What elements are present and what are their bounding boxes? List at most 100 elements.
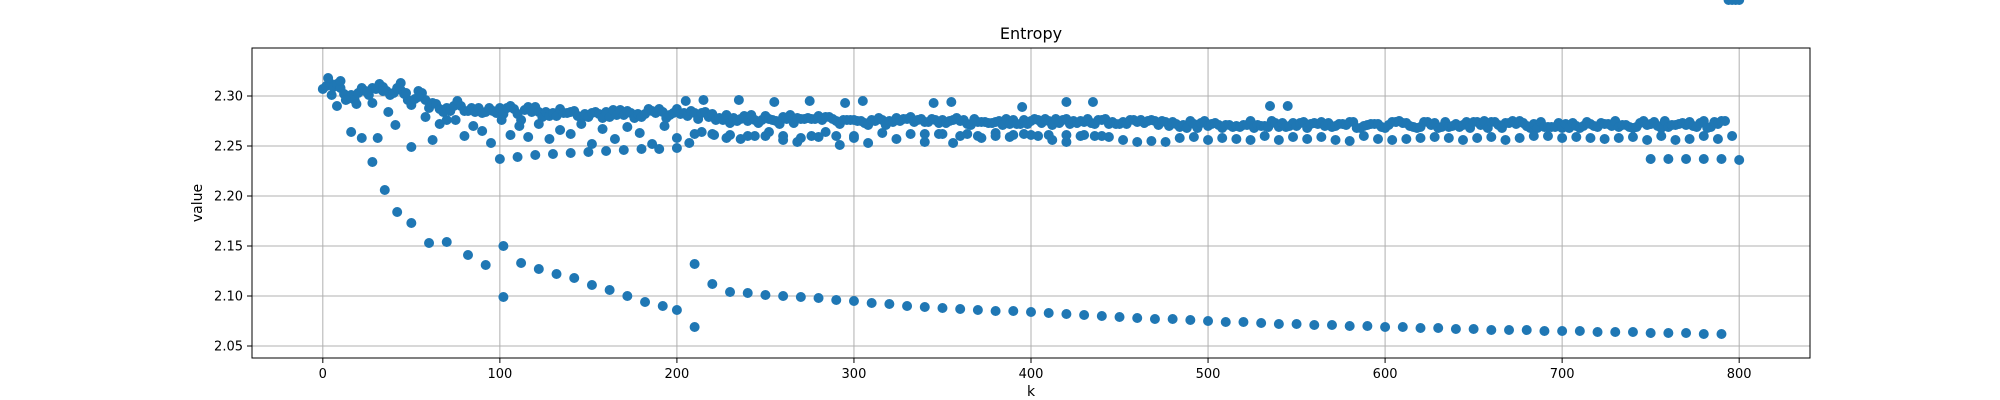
- data-point: [597, 124, 608, 134]
- data-point: [707, 129, 718, 139]
- data-point: [477, 126, 488, 136]
- data-point: [948, 138, 959, 148]
- y-tick-label: 2.15: [214, 240, 243, 255]
- data-point: [684, 138, 695, 148]
- x-tick-label: 400: [1019, 367, 1044, 382]
- data-point: [547, 149, 558, 159]
- data-point: [340, 95, 351, 105]
- x-tick-label: 500: [1196, 367, 1221, 382]
- data-point: [742, 288, 753, 298]
- y-tick-label: 2.20: [214, 190, 243, 205]
- data-point: [1174, 133, 1185, 143]
- data-point: [1514, 133, 1525, 143]
- data-point: [848, 131, 859, 141]
- x-tick-label: 800: [1727, 367, 1752, 382]
- data-point: [1259, 131, 1270, 141]
- grid: [252, 48, 1810, 358]
- data-point: [1681, 328, 1692, 338]
- data-point: [1443, 133, 1454, 143]
- x-tick-label: 100: [487, 367, 512, 382]
- data-point: [795, 292, 806, 302]
- data-point: [533, 264, 544, 274]
- data-point: [857, 96, 868, 106]
- data-point: [863, 138, 874, 148]
- data-point: [946, 97, 957, 107]
- data-point: [636, 144, 647, 154]
- data-point: [1528, 131, 1539, 141]
- data-point: [640, 297, 651, 307]
- data-point: [326, 90, 337, 100]
- data-point: [1397, 322, 1408, 332]
- data-point: [919, 129, 930, 139]
- data-point: [1734, 155, 1745, 165]
- x-tick-label: 0: [319, 367, 327, 382]
- data-point: [1380, 322, 1391, 332]
- axis-ticks: 0 100 200 300 400 500 600 700 800 2.05 2.10 2.15 2.2…: [214, 90, 1752, 383]
- data-point: [937, 129, 948, 139]
- data-point: [379, 185, 390, 195]
- data-point: [1486, 132, 1497, 142]
- chart-title: Entropy: [1000, 24, 1062, 43]
- data-point: [1613, 133, 1624, 143]
- data-point: [1089, 131, 1100, 141]
- data-point: [1043, 308, 1054, 318]
- data-point: [1302, 134, 1313, 144]
- data-point: [1663, 328, 1674, 338]
- data-point: [1716, 154, 1727, 164]
- data-point: [1118, 135, 1129, 145]
- data-point: [820, 127, 831, 137]
- data-point: [1344, 136, 1355, 146]
- data-point: [401, 88, 412, 98]
- data-point: [420, 112, 431, 122]
- data-point: [778, 131, 789, 141]
- data-point: [1720, 116, 1731, 126]
- data-point: [390, 120, 401, 130]
- data-point: [769, 97, 780, 107]
- data-point: [498, 292, 509, 302]
- y-axis-title: value: [190, 184, 206, 222]
- data-point: [1061, 137, 1072, 147]
- data-point: [413, 92, 424, 102]
- x-tick-label: 600: [1373, 367, 1398, 382]
- data-point: [1429, 132, 1440, 142]
- data-point: [848, 296, 859, 306]
- data-point: [1415, 133, 1426, 143]
- data-point: [1167, 314, 1178, 324]
- data-point: [1114, 312, 1125, 322]
- data-point: [441, 115, 452, 125]
- data-point: [1373, 134, 1384, 144]
- data-point: [323, 73, 334, 83]
- data-point: [378, 86, 389, 96]
- data-point: [569, 273, 580, 283]
- data-point: [1574, 326, 1585, 336]
- data-point: [1265, 101, 1276, 111]
- data-point: [1231, 134, 1242, 144]
- data-point: [1401, 134, 1412, 144]
- data-point: [1008, 130, 1019, 140]
- data-point: [891, 134, 902, 144]
- data-point: [1220, 317, 1231, 327]
- data-point: [689, 129, 700, 139]
- data-point: [533, 119, 544, 129]
- y-tick-label: 2.10: [214, 290, 243, 305]
- data-point: [1712, 134, 1723, 144]
- y-tick-label: 2.05: [214, 340, 243, 355]
- data-point: [486, 138, 497, 148]
- data-point: [657, 301, 668, 311]
- data-point: [1486, 325, 1497, 335]
- data-point: [622, 122, 633, 132]
- data-point: [1599, 134, 1610, 144]
- data-point: [1288, 132, 1299, 142]
- data-point: [496, 115, 507, 125]
- data-point: [813, 132, 824, 142]
- data-point: [1061, 97, 1072, 107]
- data-point: [1344, 321, 1355, 331]
- data-point: [1132, 313, 1143, 323]
- data-point: [671, 133, 682, 143]
- data-point: [831, 131, 842, 141]
- data-point: [459, 131, 470, 141]
- data-point: [1203, 135, 1214, 145]
- data-point: [990, 306, 1001, 316]
- data-point: [362, 87, 373, 97]
- data-point: [972, 131, 983, 141]
